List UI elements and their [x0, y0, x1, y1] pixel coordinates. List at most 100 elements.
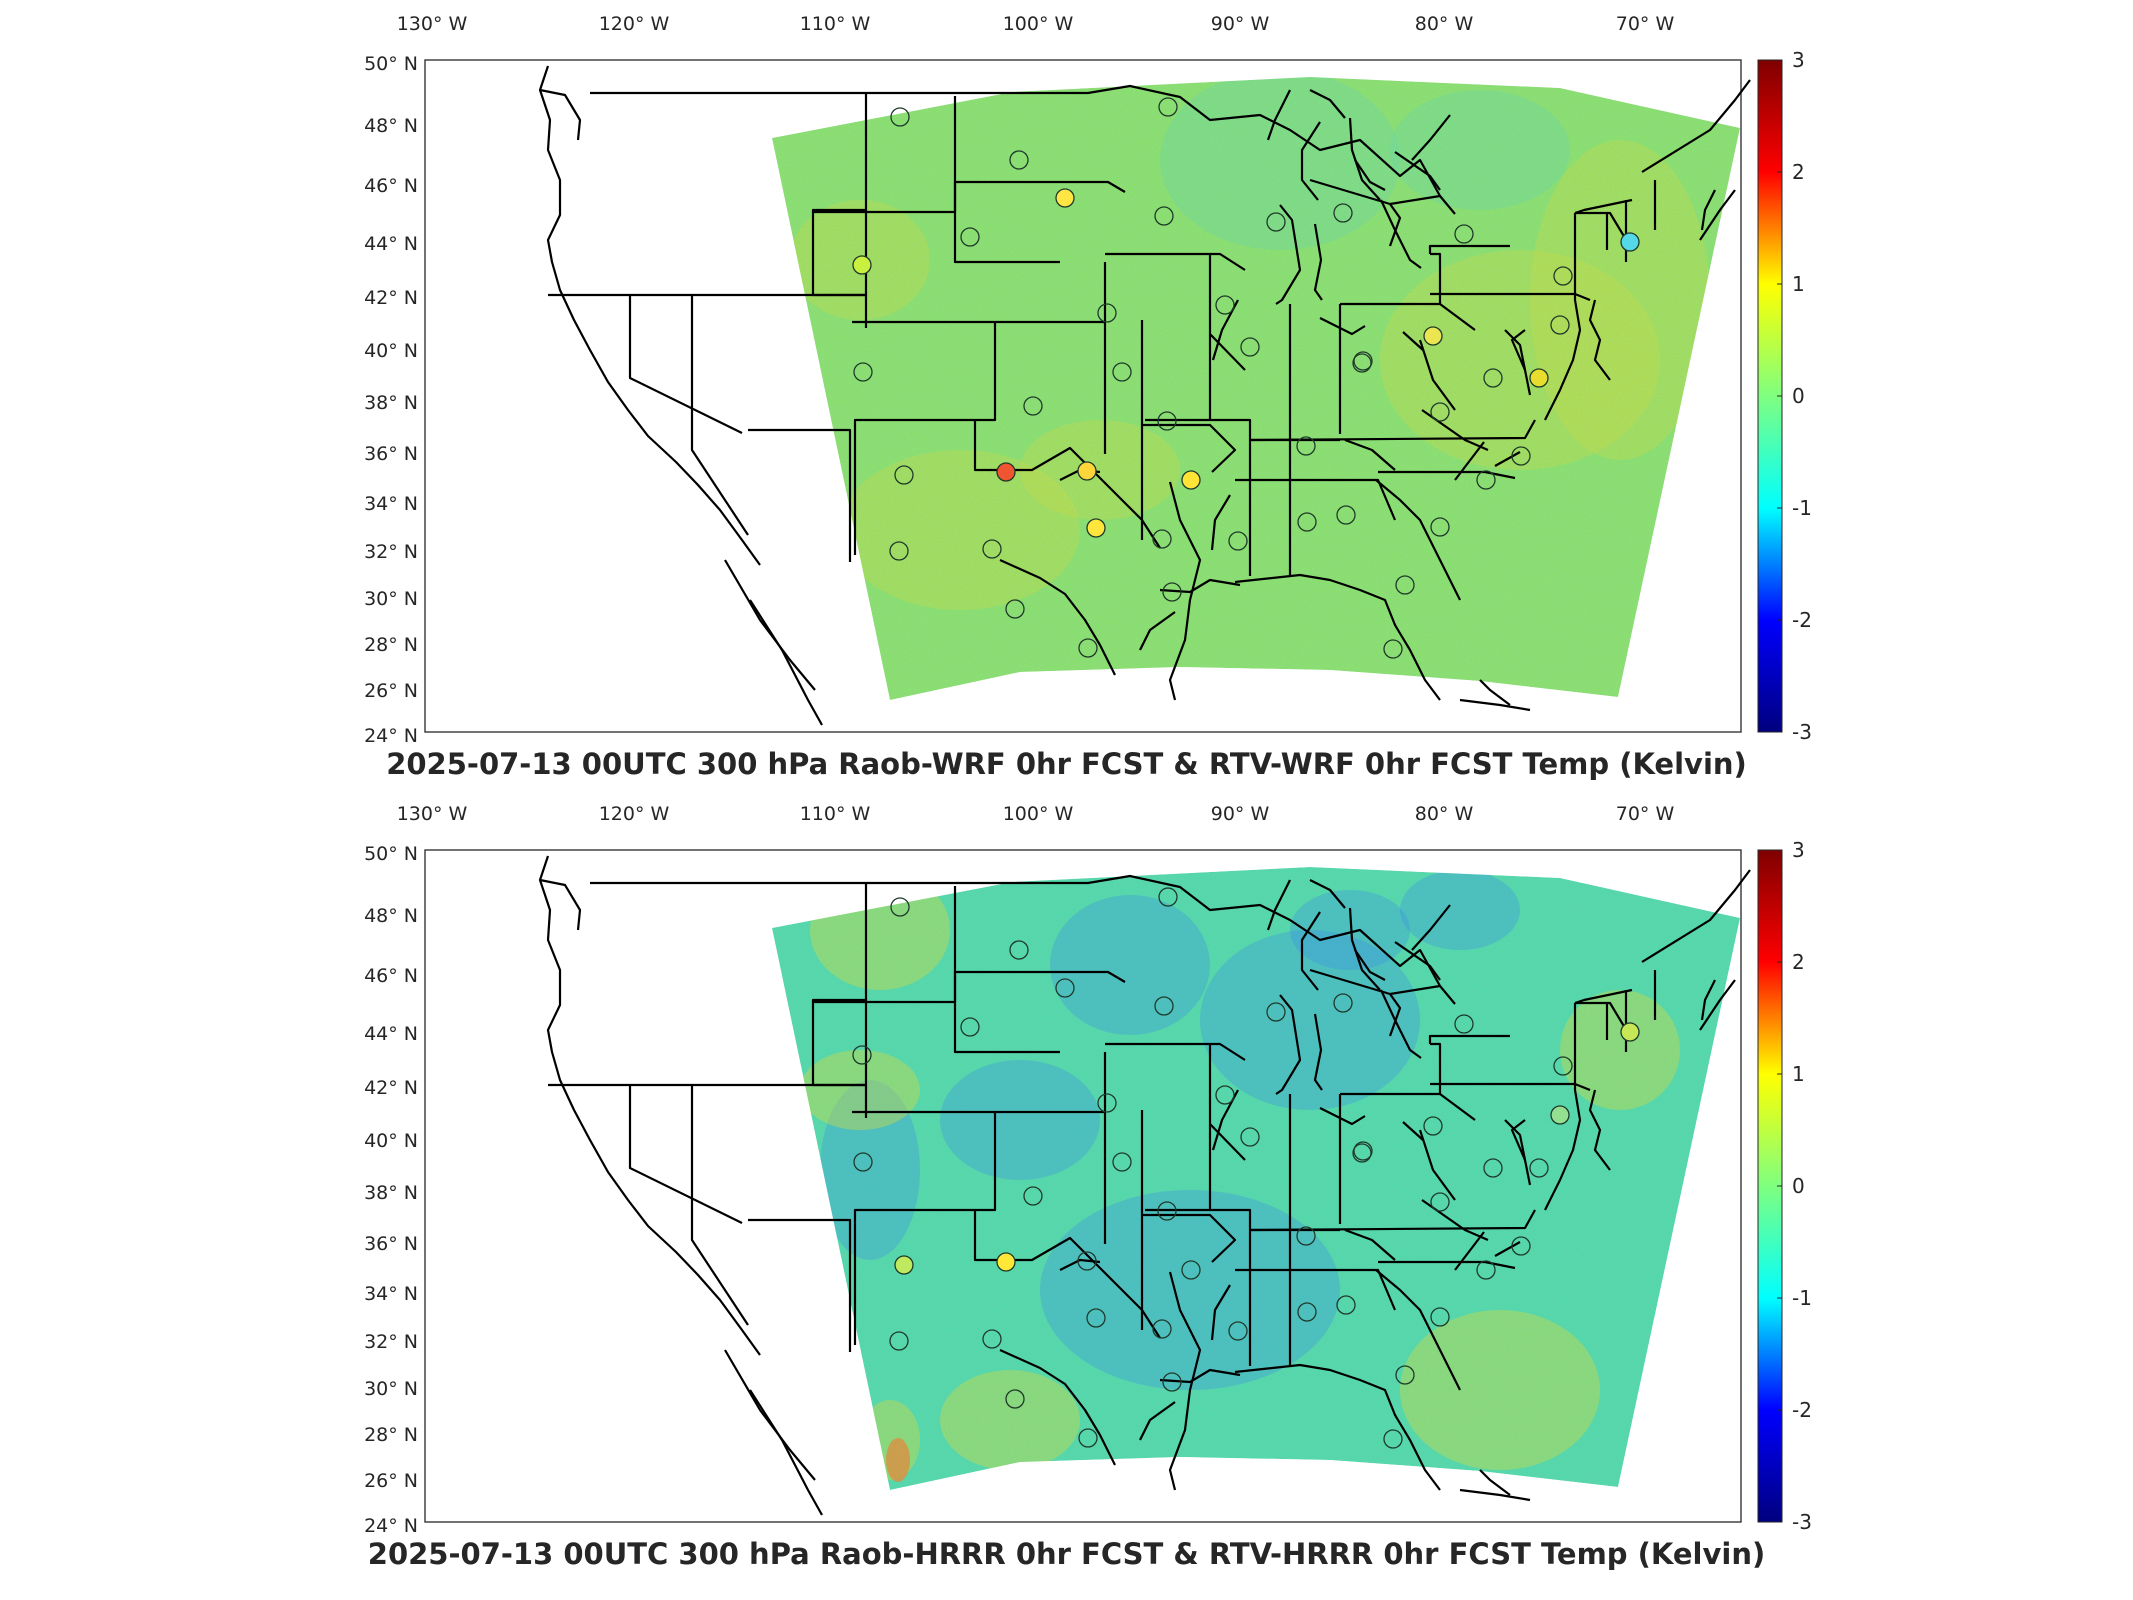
map-figure-hrrr: 130° W 120° W 110° W 100° W 90° W 80° W 70° W 5…	[364, 803, 1812, 1537]
raob-station-marker	[960, 1017, 980, 1037]
latitude-label: 44° N	[364, 233, 418, 255]
raob-station-marker	[1266, 1002, 1286, 1022]
colorbar-tick-label: -2	[1792, 608, 1812, 632]
raob-station-marker	[1181, 1260, 1201, 1280]
raob-station-marker	[1550, 1105, 1570, 1125]
latitude-label: 48° N	[364, 115, 418, 137]
raob-station-marker	[1395, 575, 1415, 595]
raob-station-markers	[852, 97, 1640, 659]
raob-station-marker	[1086, 518, 1106, 538]
longitude-label: 90° W	[1211, 13, 1270, 35]
latitude-label: 30° N	[364, 588, 418, 610]
raob-station-marker	[1158, 97, 1178, 117]
colorbar-tick-label: -3	[1792, 1510, 1812, 1534]
latitude-label: 48° N	[364, 905, 418, 927]
latitude-label: 26° N	[364, 680, 418, 702]
longitude-label: 100° W	[1003, 13, 1074, 35]
longitude-label: 130° W	[397, 803, 468, 825]
raob-station-marker	[1620, 232, 1640, 252]
raob-station-marker	[1383, 1429, 1403, 1449]
latitude-label: 42° N	[364, 287, 418, 309]
latitude-label: 24° N	[364, 725, 418, 747]
colorbar-tick-label: -1	[1792, 1286, 1812, 1310]
raob-station-marker	[1157, 411, 1177, 431]
latitude-label: 42° N	[364, 1077, 418, 1099]
raob-station-marker	[1511, 446, 1531, 466]
longitude-label: 70° W	[1616, 13, 1675, 35]
raob-station-marker	[1086, 1308, 1106, 1328]
raob-station-marker	[1454, 1014, 1474, 1034]
colorbar-tick-label: 1	[1792, 272, 1805, 296]
longitude-label: 120° W	[599, 13, 670, 35]
temperature-difference-field	[772, 867, 1740, 1490]
raob-station-marker	[960, 227, 980, 247]
latitude-label: 44° N	[364, 1023, 418, 1045]
latitude-label: 38° N	[364, 1182, 418, 1204]
latitude-label: 36° N	[364, 443, 418, 465]
raob-station-marker	[890, 107, 910, 127]
raob-station-marker	[1383, 639, 1403, 659]
raob-station-marker	[1297, 512, 1317, 532]
raob-station-marker	[1097, 303, 1117, 323]
colorbar-tick-label: -1	[1792, 496, 1812, 520]
raob-station-marker	[1023, 1186, 1043, 1206]
raob-station-marker	[1333, 203, 1353, 223]
colorbar-tick-label: 0	[1792, 1174, 1805, 1198]
raob-station-marker	[1529, 1158, 1549, 1178]
latitude-label: 50° N	[364, 843, 418, 865]
raob-station-marker	[890, 897, 910, 917]
raob-station-marker	[1240, 1127, 1260, 1147]
raob-station-marker	[1055, 978, 1075, 998]
raob-station-marker	[1152, 529, 1172, 549]
raob-station-marker	[1423, 1116, 1443, 1136]
colorbar-tick-label: -3	[1792, 720, 1812, 744]
raob-station-marker	[1430, 517, 1450, 537]
latitude-label: 32° N	[364, 1331, 418, 1353]
raob-station-marker	[1005, 1389, 1025, 1409]
longitude-label: 110° W	[800, 803, 871, 825]
latitude-label: 46° N	[364, 175, 418, 197]
raob-station-marker	[1395, 1365, 1415, 1385]
raob-station-marker	[894, 1255, 914, 1275]
raob-station-marker	[1297, 1302, 1317, 1322]
raob-station-marker	[1430, 1307, 1450, 1327]
longitude-label: 70° W	[1616, 803, 1675, 825]
raob-station-marker	[982, 1329, 1002, 1349]
raob-station-marker	[1009, 150, 1029, 170]
raob-station-marker	[996, 1252, 1016, 1272]
raob-station-marker	[1483, 368, 1503, 388]
raob-station-marker	[1152, 1319, 1172, 1339]
latitude-label: 36° N	[364, 1233, 418, 1255]
raob-station-marker	[1266, 212, 1286, 232]
raob-station-marker	[894, 465, 914, 485]
latitude-label: 46° N	[364, 965, 418, 987]
latitude-label: 24° N	[364, 1515, 418, 1537]
longitude-label: 110° W	[800, 13, 871, 35]
raob-station-marker	[1157, 1201, 1177, 1221]
map-panel-hrrr: 130° W 120° W 110° W 100° W 90° W 80° W 70° W 5…	[0, 790, 2133, 1600]
raob-station-marker	[1353, 351, 1373, 371]
map-figure-wrf: 130° W 120° W 110° W 100° W 90° W 80° W 70° W 5…	[364, 13, 1812, 747]
raob-station-marker	[1215, 295, 1235, 315]
raob-station-marker	[1162, 1372, 1182, 1392]
raob-station-marker	[1553, 266, 1573, 286]
colorbar-tick-label: 1	[1792, 1062, 1805, 1086]
raob-station-marker	[852, 1045, 872, 1065]
raob-station-marker	[1112, 362, 1132, 382]
latitude-label: 28° N	[364, 1424, 418, 1446]
raob-station-markers	[852, 887, 1640, 1449]
longitude-label: 120° W	[599, 803, 670, 825]
latitude-label: 38° N	[364, 392, 418, 414]
raob-station-marker	[889, 541, 909, 561]
colorbar-tick-label: 2	[1792, 160, 1805, 184]
raob-station-marker	[1511, 1236, 1531, 1256]
raob-station-marker	[1228, 531, 1248, 551]
raob-station-marker	[1078, 638, 1098, 658]
raob-station-marker	[1162, 582, 1182, 602]
raob-station-marker	[1430, 1192, 1450, 1212]
raob-station-marker	[1476, 1260, 1496, 1280]
raob-station-marker	[1240, 337, 1260, 357]
raob-station-marker	[1353, 1141, 1373, 1161]
raob-station-marker	[1097, 1093, 1117, 1113]
longitude-label: 100° W	[1003, 803, 1074, 825]
